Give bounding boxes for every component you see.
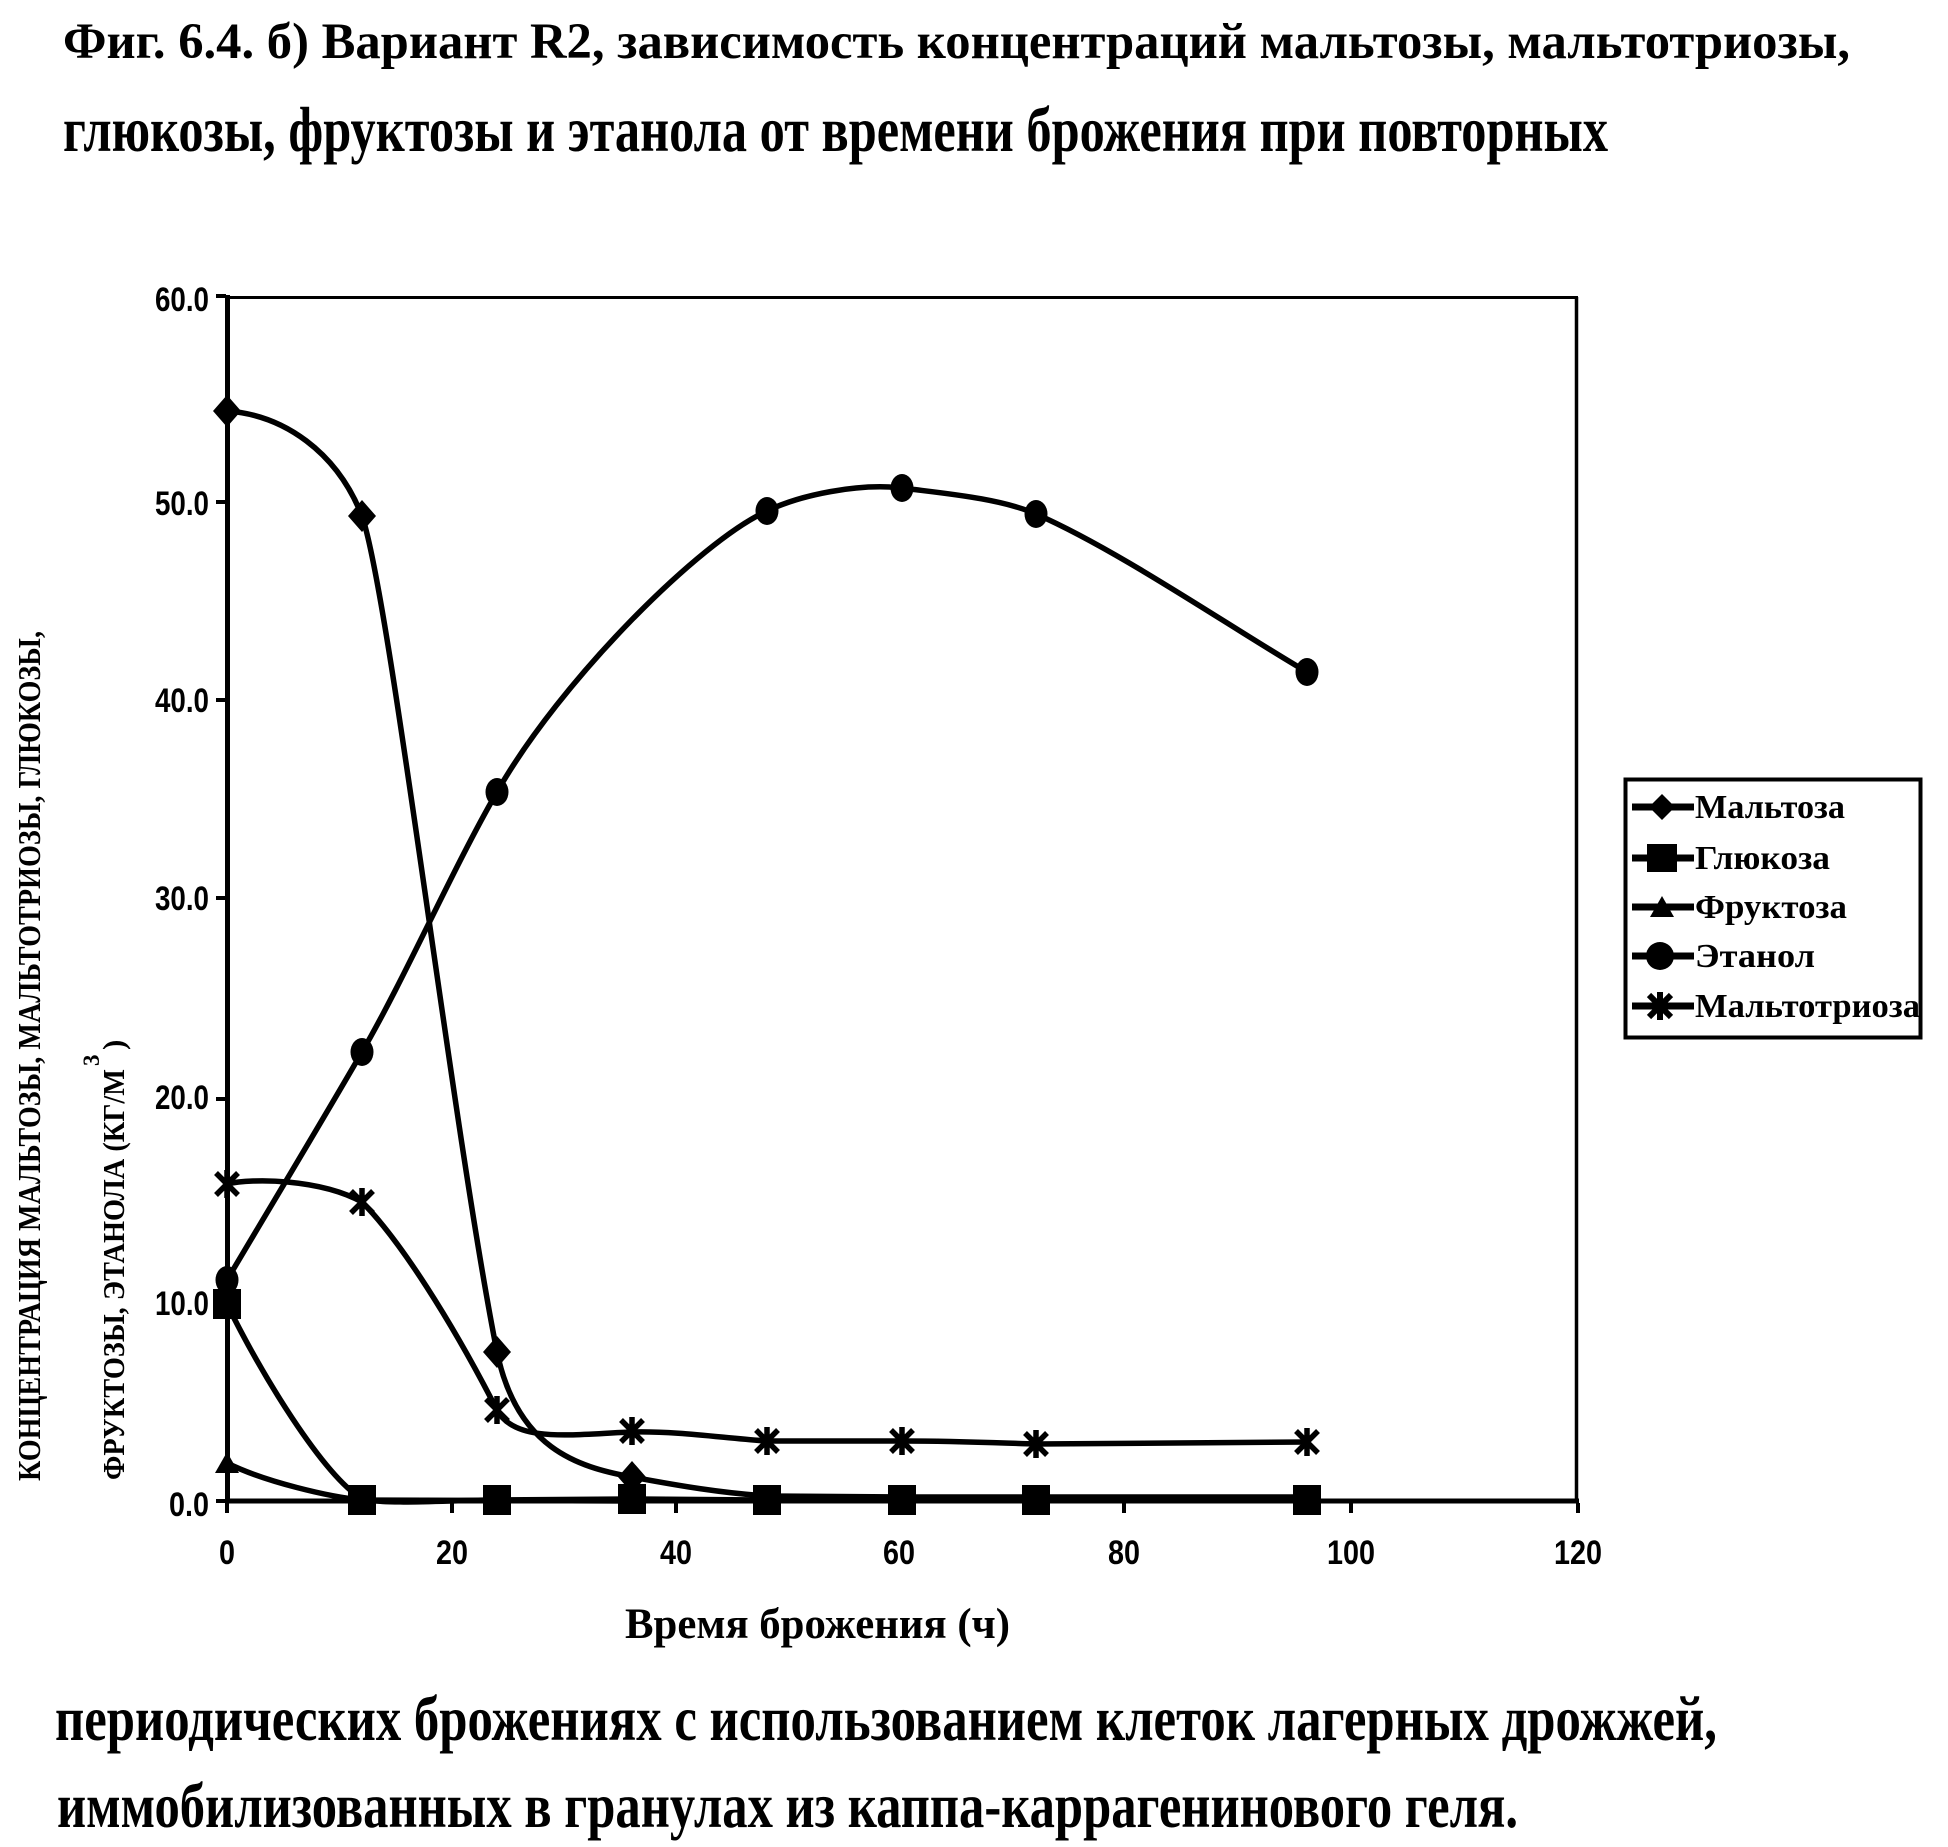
svg-text:Фиг. 6.4. б) Вариант R2, завис: Фиг. 6.4. б) Вариант R2, зависимость кон… (63, 14, 1850, 70)
svg-text:20: 20 (436, 1534, 468, 1572)
svg-text:0: 0 (219, 1534, 235, 1572)
svg-text:): ) (96, 1040, 131, 1050)
svg-text:40.0: 40.0 (155, 682, 209, 720)
svg-text:80: 80 (1108, 1534, 1140, 1572)
svg-text:глюкозы, фруктозы и этанола от: глюкозы, фруктозы и этанола от времени б… (63, 95, 1608, 165)
svg-text:10.0: 10.0 (155, 1285, 209, 1323)
svg-text:Этанол: Этанол (1695, 938, 1815, 975)
svg-text:30.0: 30.0 (155, 880, 209, 918)
svg-text:Фруктоза: Фруктоза (1695, 889, 1847, 926)
svg-text:0.0: 0.0 (169, 1486, 209, 1524)
svg-text:периодических брожениях с испо: периодических брожениях с использованием… (55, 1684, 1717, 1754)
svg-text:ФРУКТОЗЫ, ЭТАНОЛА (КГ/М: ФРУКТОЗЫ, ЭТАНОЛА (КГ/М (96, 1069, 131, 1480)
svg-text:40: 40 (660, 1534, 692, 1572)
svg-text:Глюкоза: Глюкоза (1695, 840, 1830, 877)
svg-text:Время брожения (ч): Время брожения (ч) (625, 1601, 1010, 1648)
svg-text:20.0: 20.0 (155, 1079, 209, 1117)
svg-text:Мальтотриоза: Мальтотриоза (1695, 988, 1920, 1025)
svg-text:60.0: 60.0 (155, 281, 209, 319)
svg-text:иммобилизованных в гранулах из: иммобилизованных в гранулах из каппа-кар… (57, 1771, 1518, 1841)
svg-text:Мальтоза: Мальтоза (1695, 789, 1845, 826)
svg-text:100: 100 (1327, 1534, 1375, 1572)
svg-text:КОНЦЕНТРАЦИЯ МАЛЬТОЗЫ, МАЛЬТОТ: КОНЦЕНТРАЦИЯ МАЛЬТОЗЫ, МАЛЬТОТРИОЗЫ, ГЛЮ… (12, 631, 47, 1481)
svg-text:50.0: 50.0 (155, 485, 209, 523)
svg-text:120: 120 (1554, 1534, 1602, 1572)
svg-text:3: 3 (79, 1055, 104, 1067)
svg-text:60: 60 (883, 1534, 915, 1572)
